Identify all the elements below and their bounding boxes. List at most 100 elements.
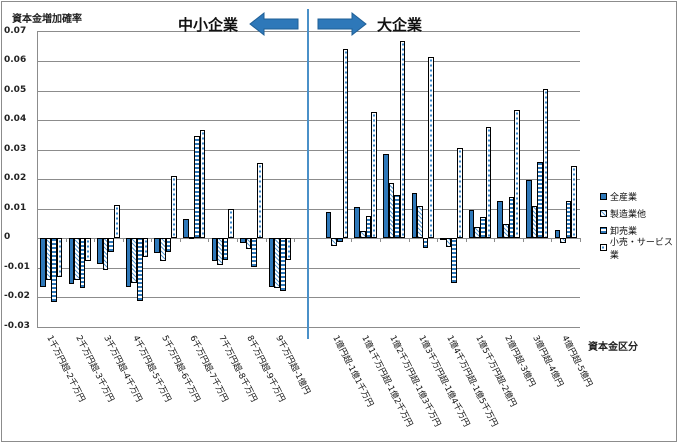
large-enterprise-label: 大企業: [377, 16, 423, 34]
bar: [228, 208, 234, 238]
bar: [102, 238, 109, 271]
bar: [451, 238, 457, 284]
bar: [417, 205, 423, 238]
bar: [394, 194, 400, 238]
bar: [337, 238, 343, 243]
y-tick-label: 0.04: [4, 114, 27, 124]
x-tick: [266, 238, 267, 242]
bar: [474, 227, 480, 238]
bar: [560, 238, 566, 243]
bar: [365, 216, 372, 238]
bar: [388, 183, 395, 238]
x-tick: [351, 238, 352, 242]
y-tick-label: -0.01: [4, 261, 30, 272]
y-tick-label: 0.05: [4, 84, 27, 95]
x-tick: [409, 238, 410, 242]
bar: [331, 238, 338, 246]
bar: [199, 130, 206, 238]
bar: [468, 210, 475, 238]
x-tick: [208, 238, 209, 242]
legend-item-all-industries: 全産業: [600, 188, 680, 205]
bar: [154, 238, 160, 254]
y-tick-label: 0: [4, 232, 11, 242]
bar: [285, 238, 292, 261]
legend-swatch-icon: [600, 210, 607, 217]
x-tick: [580, 238, 581, 242]
x-tick: [466, 238, 467, 242]
bar: [188, 236, 195, 239]
bar: [40, 238, 46, 287]
bar: [542, 89, 549, 238]
x-tick: [523, 238, 524, 242]
x-tick: [180, 238, 181, 242]
legend-swatch-icon: [600, 193, 607, 200]
bar: [142, 238, 149, 258]
y-tick-label: -0.03: [4, 320, 30, 331]
bar: [479, 217, 486, 238]
bar: [274, 238, 280, 289]
bar: [279, 238, 286, 292]
y-axis-title: 資本金増加確率: [12, 14, 82, 25]
region-divider: [307, 9, 309, 339]
legend-item-wholesale: 卸売業: [600, 222, 680, 239]
bar: [456, 148, 463, 238]
bar: [485, 127, 492, 238]
bar: [165, 238, 172, 252]
bar: [125, 238, 132, 287]
bar: [194, 135, 200, 238]
x-axis-title: 資本金区分: [588, 342, 638, 353]
bar: [240, 238, 246, 244]
x-tick: [94, 238, 95, 242]
bar: [445, 238, 452, 247]
bar: [85, 238, 92, 261]
y-tick-label: 0.06: [4, 55, 27, 65]
bar: [502, 224, 509, 238]
legend-item-retail-service: 小売・サービス業: [600, 238, 680, 261]
x-tick: [551, 238, 552, 242]
bar: [497, 201, 503, 238]
x-tick: [151, 238, 152, 242]
bar: [171, 176, 177, 238]
bar: [182, 219, 189, 238]
bar: [554, 230, 561, 238]
arrow-left-icon: [249, 11, 299, 37]
bar: [74, 238, 80, 281]
bar: [422, 238, 429, 248]
y-axis-line: [37, 31, 38, 327]
x-tick: [380, 238, 381, 242]
bar: [531, 205, 538, 238]
x-tick: [294, 238, 295, 242]
legend: 全産業 製造業他 卸売業 小売・サービス業: [600, 188, 680, 261]
legend-swatch-icon: [600, 244, 607, 251]
bar: [440, 238, 446, 240]
bar: [97, 238, 103, 264]
bar: [508, 196, 515, 238]
x-tick: [494, 238, 495, 242]
arrow-right-icon: [317, 11, 367, 37]
bar: [354, 207, 361, 238]
x-tick: [123, 238, 124, 242]
bar: [342, 49, 349, 238]
x-tick: [66, 238, 67, 242]
bar: [160, 238, 166, 262]
bar: [211, 238, 218, 262]
y-tick-label: 0.07: [4, 25, 27, 36]
bar: [383, 153, 389, 238]
bar: [245, 238, 252, 250]
bar: [360, 231, 366, 238]
bar: [114, 204, 120, 238]
bar: [108, 238, 115, 252]
bar: [325, 212, 332, 238]
bar: [256, 163, 263, 238]
legend-item-manufacturing: 製造業他: [600, 205, 680, 222]
bar: [428, 57, 434, 238]
legend-swatch-icon: [600, 227, 607, 234]
bar: [217, 238, 223, 266]
sme-label: 中小企業: [178, 16, 239, 34]
x-tick: [437, 238, 438, 242]
y-tick-label: -0.02: [4, 291, 30, 301]
bar: [51, 238, 57, 303]
bar: [571, 165, 577, 238]
y-tick-label: 0.02: [4, 173, 27, 183]
bar: [222, 238, 229, 261]
